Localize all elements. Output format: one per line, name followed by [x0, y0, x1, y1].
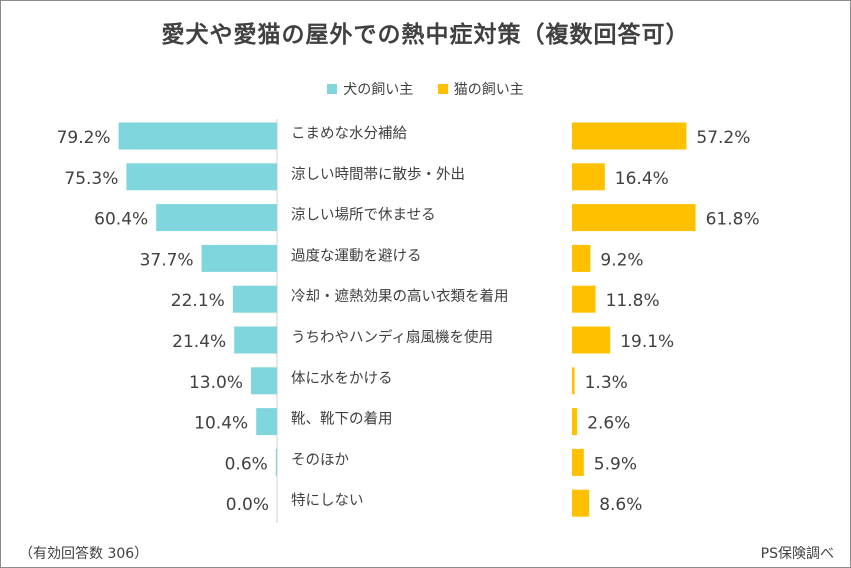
cat-value-label: 16.4%: [615, 169, 669, 189]
legend-label-dog: 犬の飼い主: [343, 82, 414, 98]
dog-bar: [126, 163, 278, 191]
category-label: こまめな水分補給: [291, 125, 407, 142]
dog-value-label: 75.3%: [64, 169, 118, 189]
dog-value-label: 60.4%: [94, 210, 148, 230]
dog-bar: [201, 244, 277, 272]
cat-bar: [572, 285, 596, 313]
category-label: 過度な運動を避ける: [291, 247, 422, 264]
cat-value-label: 2.6%: [587, 414, 630, 434]
category-label: 体に水をかける: [291, 370, 393, 387]
dog-value-label: 0.6%: [225, 454, 268, 474]
category-label: うちわやハンディ扇風機を使用: [291, 328, 493, 346]
category-label: 靴、靴下の着用: [291, 411, 393, 428]
cat-bar: [572, 408, 578, 436]
source-credit: PS保険調べ: [760, 546, 834, 562]
legend-label-cat: 猫の飼い主: [453, 82, 524, 98]
cat-bar: [572, 163, 605, 191]
legend-swatch-dog: [327, 84, 338, 94]
cat-value-label: 11.8%: [606, 291, 660, 311]
dog-bar: [118, 122, 277, 150]
dog-bar: [256, 408, 277, 436]
cat-value-label: 61.8%: [706, 210, 760, 230]
cat-value-label: 19.1%: [620, 332, 674, 352]
cat-bar: [572, 367, 575, 395]
response-count-note: （有効回答数 306）: [19, 546, 149, 562]
dog-value-label: 22.1%: [171, 291, 225, 311]
legend-item-cat: 猫の飼い主: [437, 79, 524, 99]
cat-bar: [572, 122, 687, 150]
dog-bar: [234, 326, 277, 354]
dog-value-label: 37.7%: [140, 250, 194, 270]
cat-value-label: 5.9%: [594, 454, 637, 474]
category-label: 涼しい場所で休ませる: [291, 207, 436, 224]
category-label: 涼しい時間帯に散歩・外出: [291, 166, 465, 183]
dog-bar: [251, 367, 277, 395]
dog-value-label: 10.4%: [194, 414, 248, 434]
dog-value-label: 79.2%: [57, 128, 111, 148]
dog-bar: [275, 448, 277, 476]
category-label: 特にしない: [291, 492, 364, 509]
cat-bar: [572, 326, 611, 354]
cat-value-label: 8.6%: [599, 495, 642, 515]
cat-bar: [572, 244, 591, 272]
legend-item-dog: 犬の飼い主: [327, 79, 413, 99]
dog-value-label: 0.0%: [226, 495, 269, 515]
category-label: 冷却・遮熱効果の高い衣類を着用: [291, 288, 509, 305]
cat-bar: [572, 448, 584, 476]
dog-value-label: 13.0%: [189, 373, 243, 393]
category-label: そのほか: [291, 451, 349, 468]
cat-bar: [572, 204, 696, 232]
cat-value-label: 9.2%: [600, 250, 643, 270]
dog-value-label: 21.4%: [172, 332, 226, 352]
legend-swatch-cat: [437, 84, 448, 94]
dog-bar: [232, 285, 277, 313]
cat-value-label: 57.2%: [696, 128, 750, 148]
chart-title: 愛犬や愛猫の屋外での熱中症対策（複数回答可）: [161, 22, 690, 48]
cat-bar: [572, 489, 590, 517]
cat-value-label: 1.3%: [585, 373, 628, 393]
legend: 犬の飼い主 猫の飼い主: [1, 79, 850, 99]
dog-bar: [156, 204, 277, 232]
